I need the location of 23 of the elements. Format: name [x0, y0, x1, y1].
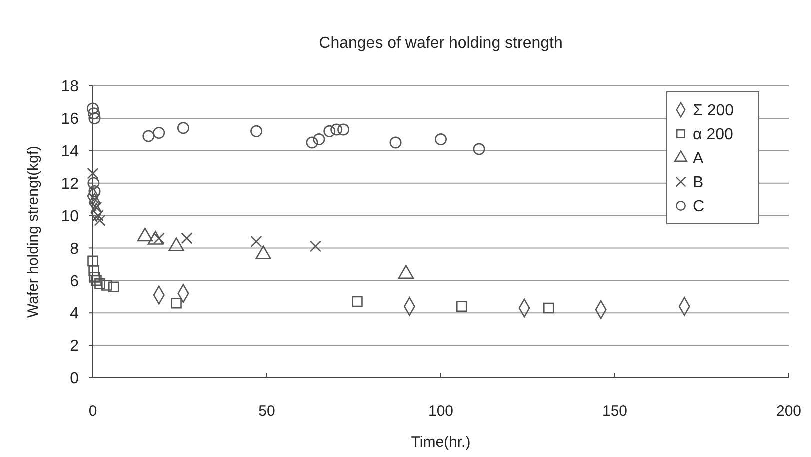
legend-label: C — [693, 198, 705, 216]
chart-title: Changes of wafer holding strength — [319, 35, 563, 52]
y-tick-label: 14 — [61, 143, 80, 160]
x-tick-label: 0 — [88, 403, 98, 420]
y-tick-label: 16 — [61, 111, 80, 128]
legend-label: B — [693, 174, 704, 192]
x-tick-label: 150 — [602, 403, 628, 420]
y-tick-label: 4 — [70, 306, 80, 323]
x-axis-title: Time(hr.) — [411, 434, 471, 451]
legend-label: A — [693, 150, 704, 168]
y-tick-label: 12 — [61, 176, 80, 193]
x-tick-label: 200 — [776, 403, 802, 420]
y-tick-label: 18 — [61, 78, 80, 96]
y-tick-label: 10 — [61, 208, 80, 226]
y-tick-label: 0 — [70, 370, 80, 388]
legend-label: α 200 — [693, 126, 734, 144]
y-axis-title: Wafer holding strengt(kgf) — [25, 146, 42, 318]
x-tick-label: 50 — [258, 403, 276, 420]
legend-label: Σ 200 — [693, 102, 734, 120]
y-tick-label: 8 — [70, 240, 80, 258]
y-tick-label: 2 — [70, 338, 80, 356]
x-tick-label: 100 — [428, 403, 454, 420]
y-tick-label: 6 — [70, 273, 80, 290]
